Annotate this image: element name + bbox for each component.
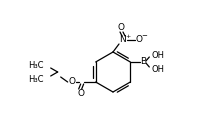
Text: OH: OH <box>150 50 163 60</box>
Text: H₃C: H₃C <box>28 75 43 83</box>
Text: OH: OH <box>150 64 163 74</box>
Text: O: O <box>68 78 75 87</box>
Text: +: + <box>124 33 129 38</box>
Text: H₃C: H₃C <box>28 61 43 69</box>
Text: O: O <box>117 24 124 32</box>
Text: O: O <box>77 89 84 97</box>
Text: −: − <box>141 33 147 39</box>
Text: N: N <box>119 35 126 45</box>
Text: B: B <box>140 58 146 66</box>
Text: O: O <box>135 35 142 45</box>
